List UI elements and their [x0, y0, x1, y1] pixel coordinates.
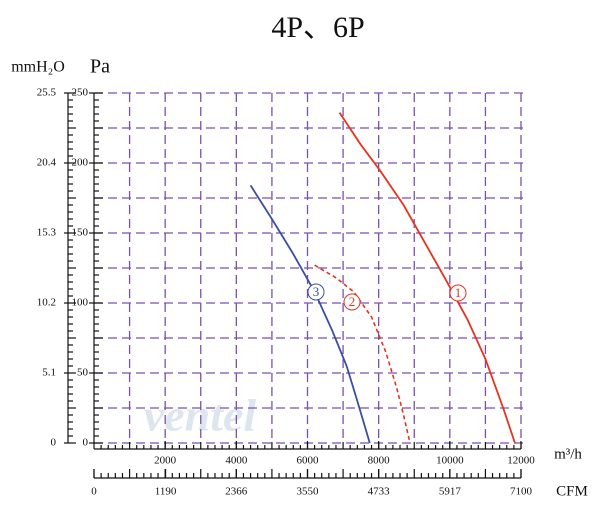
curve-label: 3 [313, 284, 320, 299]
x2-tick-label: 4733 [368, 486, 391, 498]
y2-tick-label: 10.2 [37, 297, 56, 309]
y-tick-label: 50 [77, 367, 89, 379]
x2-axis-label: CFM [556, 483, 588, 499]
y-axis-label: Pa [90, 56, 110, 78]
curve [249, 184, 371, 444]
x2-tick-label: 7100 [510, 486, 533, 498]
y-tick-label: 200 [72, 157, 89, 169]
y2-tick-label: 5.1 [42, 367, 56, 379]
x-tick-label: 12000 [507, 455, 535, 467]
curve-label-circle [307, 283, 325, 301]
y-tick-label: 250 [72, 87, 89, 99]
x-tick-label: 8000 [368, 455, 391, 467]
y2-tick-label: 20.4 [37, 157, 57, 169]
curve [338, 112, 516, 444]
curve [314, 264, 411, 444]
curve-label-circle [343, 293, 361, 311]
x2-tick-label: 3550 [297, 486, 320, 498]
x-tick-label: 6000 [297, 455, 320, 467]
x2-tick-label: 5917 [439, 486, 462, 498]
y-tick-label: 150 [72, 227, 89, 239]
curve-label-circle [449, 284, 467, 302]
chart-title: 4P、6P [271, 11, 364, 44]
curve-label: 2 [349, 294, 356, 309]
y-tick-label: 0 [83, 437, 89, 449]
x-axis-label: m³/h [554, 446, 582, 462]
x2-tick-label: 0 [91, 486, 97, 498]
x2-tick-label: 2366 [225, 486, 248, 498]
y-tick-label: 100 [72, 297, 89, 309]
y2-tick-label: 0 [51, 437, 57, 449]
curve-label: 1 [455, 285, 462, 300]
y2-tick-label: 25.5 [37, 87, 57, 99]
x2-tick-label: 1190 [155, 486, 177, 498]
x-tick-label: 4000 [225, 455, 248, 467]
x-tick-label: 10000 [436, 455, 464, 467]
x-tick-label: 2000 [154, 455, 177, 467]
y2-tick-label: 15.3 [37, 227, 57, 239]
y2-axis-label: mmH₂O [11, 59, 65, 76]
